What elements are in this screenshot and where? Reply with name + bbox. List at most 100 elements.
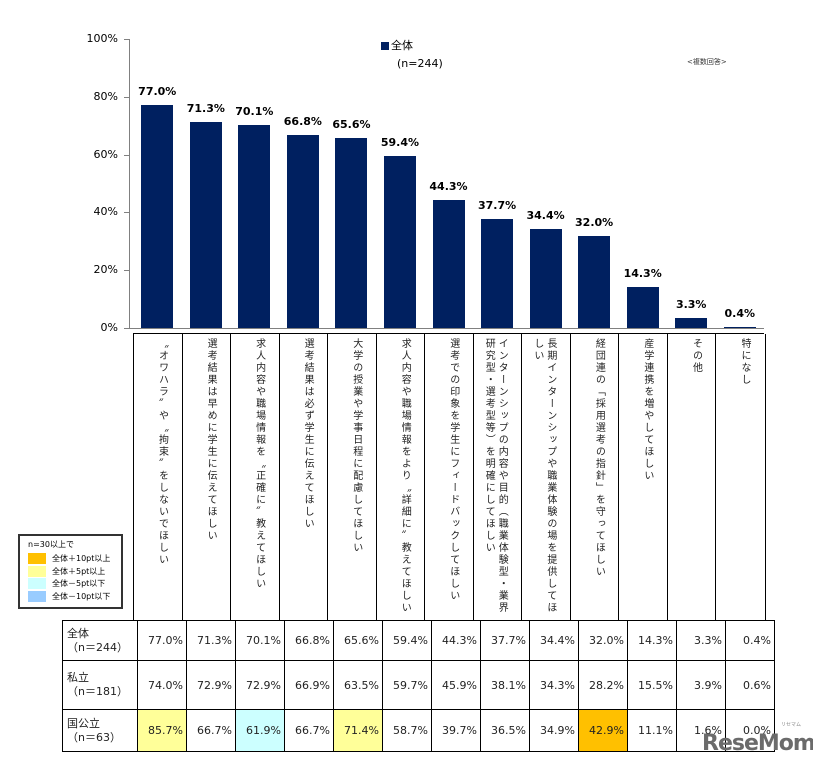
table-cell: 36.5% [480,709,530,752]
table-cell: 34.9% [529,709,579,752]
category-column: 〝オワハラ〟や〝拘束〟をしないでほしい [133,334,183,621]
category-column: 特になし [715,334,766,621]
y-tick-mark [124,328,129,329]
multiple-answer-note: <複数回答> [687,58,727,66]
table-cell: 59.4% [382,620,432,661]
y-tick-mark [124,96,129,98]
table-cell: 11.1% [627,709,677,752]
table-row: 私立 （n＝181） 74.0% 72.9% 72.9% 66.9% 63.5% 59.7% 4… [62,660,775,710]
bar-value-label: 44.3% [429,179,468,193]
category-label: その他 [690,338,702,374]
table-cell: 72.9% [235,660,285,710]
table-cell: 71.3% [186,620,236,661]
table-cell: 59.7% [382,660,432,710]
watermark-small: リセマム [781,722,802,728]
category-column: 大学の授業や学事日程に配慮してほしい [327,334,377,621]
table-cell: 70.1% [235,620,285,661]
table-cell: 74.0% [137,660,187,710]
bar-value-label: 77.0% [138,85,177,99]
table-cell: 66.7% [284,709,334,752]
category-column: 求人内容や職場情報を〝正確に〟教えてほしい [230,334,280,621]
table-cell: 44.3% [431,620,481,661]
highlight-label: 全体－5pt以下 [52,579,106,588]
table-cell: 1.6% [676,709,726,752]
bar [481,219,514,328]
category-label: 選考での印象を学生にフィードバックしてほしい [447,338,459,602]
bar-value-label: 59.4% [380,136,420,150]
bar-value-label: 37.7% [477,199,517,213]
y-tick-label: 100% [86,32,118,45]
y-tick-mark [124,270,129,272]
category-label: 〝オワハラ〟や〝拘束〟をしないでほしい [156,338,168,566]
bar-value-label: 66.8% [283,114,322,128]
table-cell: 34.3% [529,660,579,710]
category-label: 選考結果は早めに学生に伝えてほしい [205,338,217,542]
table-cell: 61.9% [235,709,285,752]
table-cell: 71.4% [333,709,383,752]
category-column: 選考結果は必ず学生に伝えてほしい [278,334,329,621]
table-row: 国公立 （n＝63） 85.7% 66.7% 61.9% 66.7% 71.4% 58.7% 3… [62,709,775,752]
category-label: インターンシップの内容や目的（職業体験型・業界研究型・選考型等）を明確にしてほし… [483,338,508,614]
table-cell: 0.4% [725,620,775,661]
category-column: 選考結果は早めに学生に伝えてほしい [181,334,232,621]
table-cell: 85.7% [137,709,187,752]
highlight-swatch [28,590,46,602]
table-cell: 42.9% [578,709,628,752]
highlight-label: 全体＋10pt以上 [52,554,111,563]
table-cell: 39.7% [431,709,481,752]
bar-value-label: 32.0% [575,215,614,229]
y-tick-mark [124,212,129,214]
table-cell: 34.4% [529,620,579,661]
bar [626,286,659,328]
y-tick-label: 20% [93,263,118,277]
bar [432,199,465,328]
watermark-logo: ReseMom [702,731,813,756]
highlight-legend: n=30以上で 全体＋10pt以上 全体＋5pt以上 全体－5pt以下 全体－10pt… [18,534,123,609]
table-cell: 66.8% [284,620,334,661]
table-cell: 0.0% [725,709,775,752]
bar-value-label: 65.6% [332,118,371,132]
bar [578,235,611,328]
table-cell: 38.1% [480,660,530,710]
bar [189,121,222,328]
chart-legend: 全体 (n=244) [381,37,443,70]
table-cell: 3.9% [676,660,726,710]
table-cell: 63.5% [333,660,383,710]
y-tick-label: 60% [93,147,118,161]
y-tick-label: 40% [93,205,118,219]
row-header: 国公立 （n＝63） [62,709,138,752]
category-label: 特になし [739,338,750,386]
table-cell: 66.9% [284,660,334,710]
category-column: 選考での印象を学生にフィードバックしてほしい [424,334,474,621]
bar-value-label: 71.3% [186,101,225,115]
category-label: 産学連携を増やしてほしい [641,338,653,482]
y-tick-mark [124,39,129,40]
x-axis [129,328,764,329]
bar-value-label: 34.4% [526,208,565,222]
table-cell: 15.5% [627,660,677,710]
category-label: 選考結果は必ず学生に伝えてほしい [302,338,314,530]
row-header: 全体 （n＝244） [62,620,138,661]
table-cell: 45.9% [431,660,481,710]
table-cell: 28.2% [578,660,628,710]
table-cell: 77.0% [137,620,187,661]
table-cell: 0.6% [725,660,775,710]
bar [675,318,708,328]
bar-value-label: 14.3% [623,266,662,280]
table-row: 全体 （n＝244） 77.0% 71.3% 70.1% 66.8% 65.6% 59.4% 4… [62,620,775,661]
highlight-label: 全体＋5pt以上 [52,566,106,576]
category-label: 大学の授業や学事日程に配慮してほしい [350,338,362,554]
category-labels: 〝オワハラ〟や〝拘束〟をしないでほしい 選考結果は早めに学生に伝えてほしい 求人内容… [133,333,766,621]
y-tick-label: 0% [100,321,118,334]
bar [286,134,319,328]
highlight-swatch [28,565,46,577]
category-label: 求人内容や職場情報をより〝詳細に〟教えてほしい [399,338,411,614]
category-column: その他 [666,334,717,621]
row-header: 私立 （n＝181） [62,660,138,710]
category-column: 経団連の「採用選考の指針」を守ってほしい [569,334,620,621]
table-cell: 58.7% [382,709,432,752]
bar [529,228,562,328]
table-cell: 37.7% [480,620,530,661]
bar [335,138,368,328]
category-label: 経団連の「採用選考の指針」を守ってほしい [593,338,605,578]
